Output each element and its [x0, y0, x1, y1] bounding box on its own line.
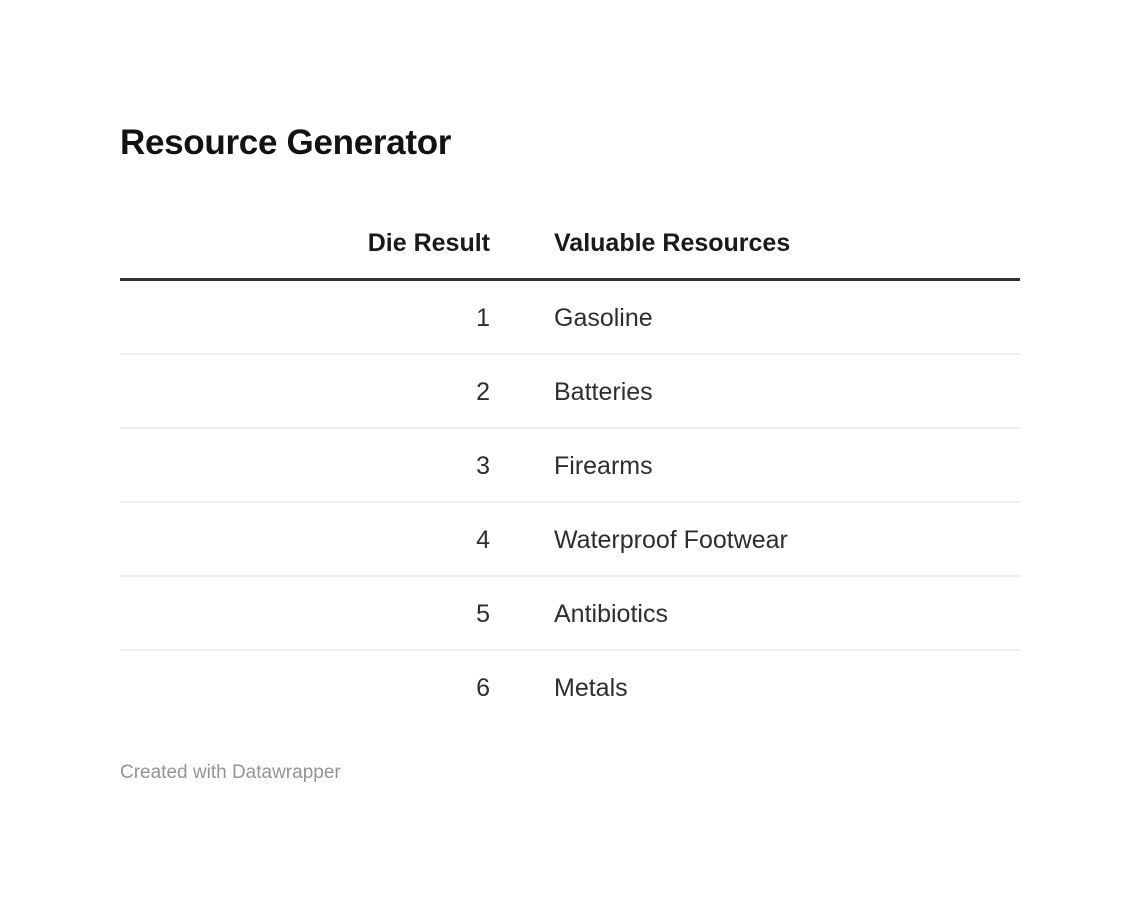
column-header-die-result: Die Result: [120, 164, 490, 281]
chart-container: Resource Generator Die Result Valuable R…: [120, 123, 1020, 785]
resource-cell: Waterproof Footwear: [490, 502, 1020, 577]
resource-cell: Gasoline: [490, 279, 1020, 355]
die-result-cell: 5: [120, 576, 490, 651]
datawrapper-attribution-link[interactable]: Created with Datawrapper: [120, 762, 341, 783]
table-row: 4 Waterproof Footwear: [120, 502, 1020, 577]
die-result-cell: 1: [120, 279, 490, 355]
die-result-cell: 2: [120, 354, 490, 429]
data-table: Die Result Valuable Resources 1 Gasoline 2…: [120, 164, 1020, 723]
table-row: 6 Metals: [120, 650, 1020, 723]
die-result-cell: 4: [120, 502, 490, 577]
resource-cell: Metals: [554, 674, 628, 702]
header-row: Die Result Valuable Resources: [120, 164, 1020, 281]
column-header-valuable-resources: Valuable Resources: [490, 164, 1020, 281]
table-row: 2 Batteries: [120, 354, 1020, 429]
table-row: 5 Antibiotics: [120, 576, 1020, 651]
die-result-cell: 6: [476, 674, 490, 702]
resource-cell: Antibiotics: [490, 576, 1020, 651]
resource-cell: Batteries: [490, 354, 1020, 429]
page-title: Resource Generator: [120, 123, 452, 162]
resource-cell: Firearms: [490, 428, 1020, 503]
table-row: 1 Gasoline: [120, 279, 1020, 355]
attribution: Created with Datawrapper: [120, 761, 1020, 785]
table-row: 3 Firearms: [120, 428, 1020, 503]
die-result-cell: 3: [120, 428, 490, 503]
